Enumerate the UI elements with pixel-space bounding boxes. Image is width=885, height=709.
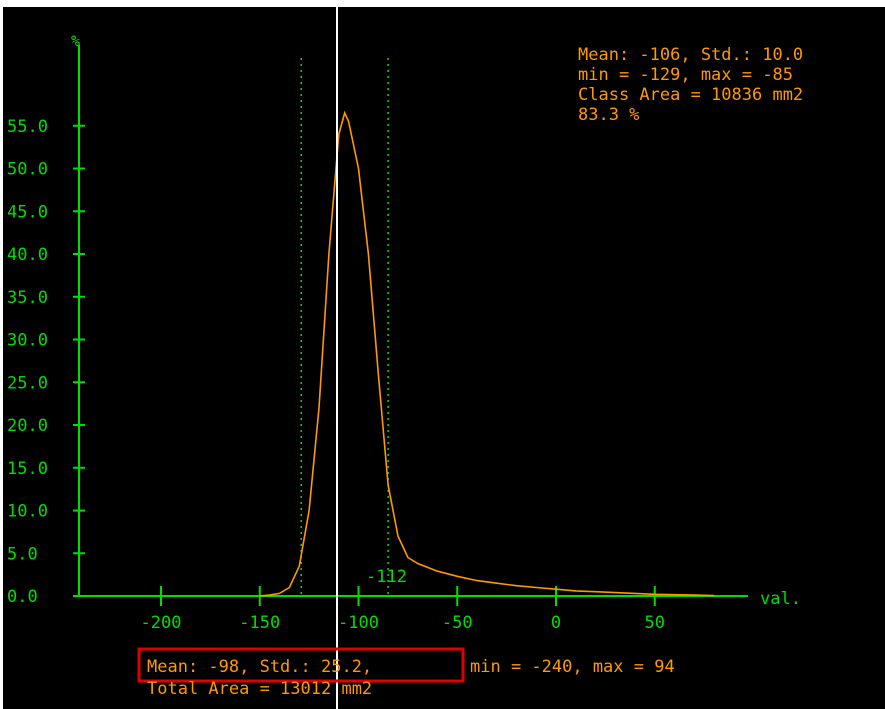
histogram-curve [259,110,715,597]
class-mean-std: Mean: -106, Std.: 10.0 [578,45,803,65]
class-percent: 83.3 % [578,105,639,125]
x-tick-label: -200 [141,613,182,633]
y-tick-label: 50.0 [7,160,48,180]
plot-background [3,7,885,709]
y-tick-label: 0.0 [7,587,38,607]
y-tick-label: 40.0 [7,245,48,265]
y-tick-label: 30.0 [7,331,48,351]
x-axis-unit-label: val. [760,589,801,609]
total-min-max: min = -240, max = 94 [470,657,675,677]
x-tick-label: -150 [239,613,280,633]
total-area: Total Area = 13012 mm2 [147,679,372,699]
y-tick-label: 5.0 [7,544,38,564]
y-tick-label: 45.0 [7,202,48,222]
marker-value-label: -112 [366,567,407,587]
y-tick-label: 15.0 [7,459,48,479]
x-tick-label: 50 [645,613,665,633]
highlight-box [137,647,465,683]
x-tick-label: -100 [338,613,379,633]
x-tick-label: 0 [551,613,561,633]
class-area: Class Area = 10836 mm2 [578,85,803,105]
y-tick-label: 20.0 [7,416,48,436]
class-statistics: Mean: -106, Std.: 10.0 min = -129, max =… [578,45,803,125]
y-tick-label: 25.0 [7,373,48,393]
histogram-curve-layer [259,110,715,597]
x-tick-label: -50 [442,613,473,633]
y-tick-label: 55.0 [7,117,48,137]
y-axis-unit-label: % [71,32,80,50]
class-min-max: min = -129, max = -85 [578,65,793,85]
axes: 0.0 5.0 10.0 15.0 20.0 25.0 30.0 35.0 40.0 45.0 50… [7,45,748,633]
y-tick-label: 10.0 [7,502,48,522]
y-tick-label: 35.0 [7,288,48,308]
total-mean-std: Mean: -98, Std.: 25.2, [147,657,372,677]
